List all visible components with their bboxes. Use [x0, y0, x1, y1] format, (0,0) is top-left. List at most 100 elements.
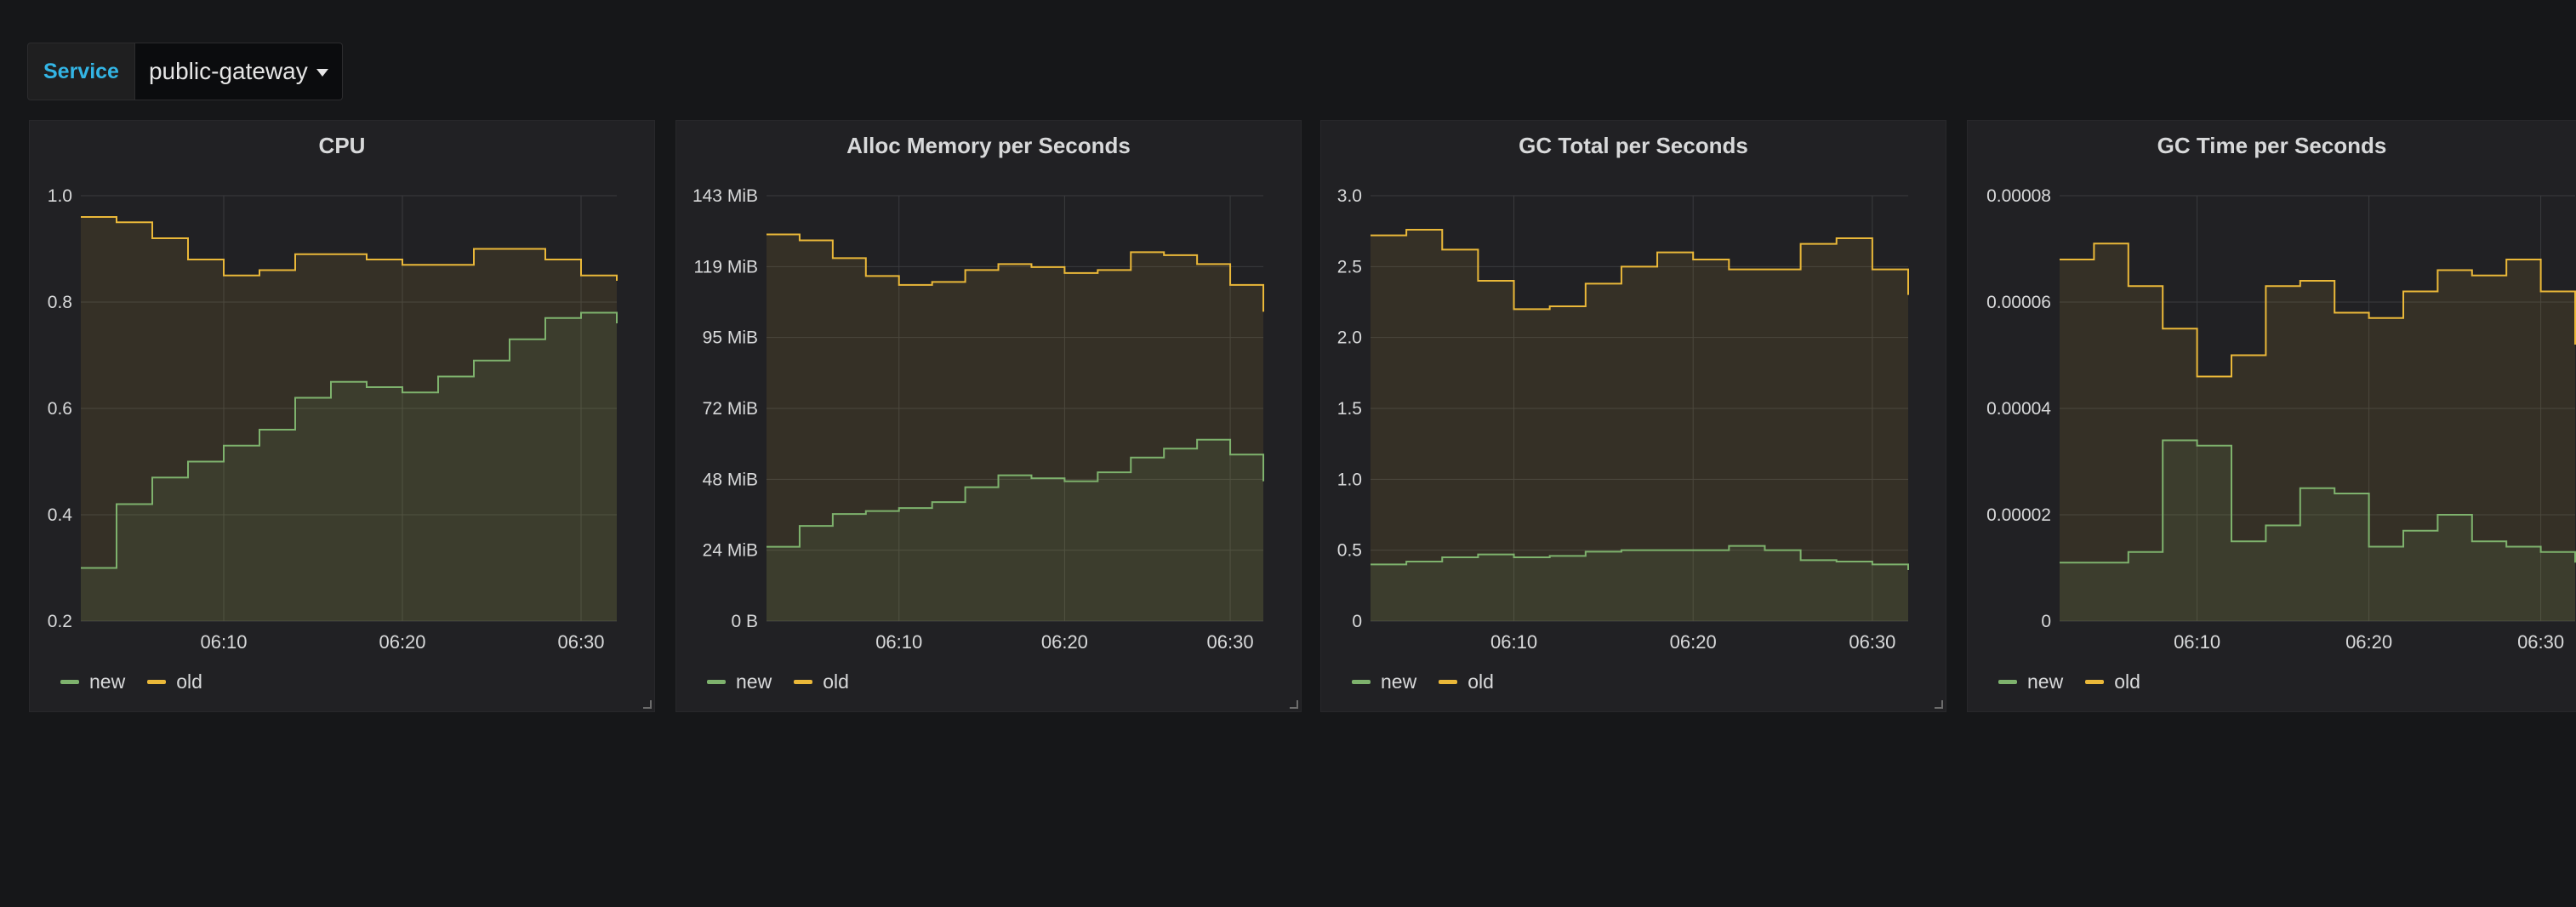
series-old-area [1371, 230, 1908, 621]
service-select-value: public-gateway [148, 58, 308, 84]
x-tick-label: 06:20 [2345, 631, 2392, 653]
legend-label-old: old [2114, 670, 2140, 693]
alloc-memory-chart: 0 B 24 MiB 48 MiB 72 MiB 95 MiB 119 MiB 143 Mi… [692, 186, 1264, 653]
series-new-area [81, 312, 617, 621]
x-tick-label: 06:10 [200, 631, 247, 653]
x-tick-label: 06:30 [2517, 631, 2564, 653]
legend-item-old[interactable]: old [147, 670, 202, 693]
series-old-area [2060, 243, 2575, 621]
legend-swatch-old [147, 680, 167, 684]
series-old-area [81, 217, 617, 621]
series-new-area [2060, 440, 2575, 621]
y-tick-label: 0 [2041, 612, 2051, 631]
legend-swatch-old [1439, 680, 1458, 684]
y-tick-label: 0 B [731, 612, 758, 631]
y-tick-label: 0 [1352, 612, 1362, 631]
y-tick-label: 72 MiB [703, 399, 758, 419]
y-tick-label: 1.0 [48, 186, 72, 206]
x-tick-label: 06:20 [1670, 631, 1717, 653]
service-variable-label: Service [27, 43, 135, 100]
y-tick-label: 24 MiB [703, 541, 758, 561]
resize-handle-icon[interactable] [1935, 700, 1943, 709]
y-tick-label: 0.6 [48, 399, 72, 419]
series-old-line [81, 216, 618, 281]
x-tick-label: 06:30 [1207, 631, 1254, 653]
y-tick-label: 0.4 [48, 505, 73, 525]
gc-time-chart: 0 0.00002 0.00004 0.00006 0.00008 06:10 06:20 0… [1986, 186, 2576, 653]
legend-swatch-new [1998, 680, 2017, 684]
legend-label-old: old [176, 670, 202, 693]
legend-label-new: new [1381, 670, 1417, 693]
caret-down-icon [316, 68, 328, 77]
y-tick-label: 48 MiB [703, 470, 758, 489]
legend-swatch-old [794, 680, 813, 684]
x-tick-label: 06:20 [1041, 631, 1088, 653]
series-new-line [767, 438, 1264, 548]
legend: new old [60, 670, 202, 693]
y-tick-label: 0.8 [48, 293, 72, 312]
y-tick-label: 2.0 [1337, 328, 1362, 348]
panel-gc-total: GC Total per Seconds 0 0.5 1.0 1.5 2.0 2.5 3.0… [1320, 120, 1946, 712]
series-old-area [767, 234, 1263, 621]
legend-swatch-new [1352, 680, 1371, 684]
x-tick-label: 06:30 [557, 631, 604, 653]
legend: new old [1998, 670, 2140, 693]
legend-label-old: old [823, 670, 849, 693]
x-tick-label: 06:10 [875, 631, 922, 653]
y-tick-label: 0.00008 [1986, 186, 2051, 206]
y-tick-label: 0.5 [1337, 541, 1362, 561]
panel-gc-time: GC Time per Seconds 0 0.00002 0.00004 0.000… [1967, 120, 2576, 712]
legend-item-new[interactable]: new [707, 670, 772, 693]
resize-handle-icon[interactable] [1290, 700, 1298, 709]
legend-item-old[interactable]: old [2085, 670, 2140, 693]
series-new-line [81, 311, 618, 569]
legend-swatch-new [707, 680, 726, 684]
legend-item-old[interactable]: old [794, 670, 849, 693]
legend-item-new[interactable]: new [60, 670, 125, 693]
series-old-line [2060, 242, 2576, 378]
y-tick-label: 1.5 [1337, 399, 1362, 419]
x-tick-label: 06:20 [379, 631, 425, 653]
series-new-area [1371, 545, 1908, 621]
legend-item-new[interactable]: new [1998, 670, 2063, 693]
resize-handle-icon[interactable] [643, 700, 652, 709]
panel-title[interactable]: GC Time per Seconds [2157, 133, 2387, 158]
legend-label-old: old [1468, 670, 1494, 693]
x-tick-label: 06:30 [1849, 631, 1895, 653]
series-new-line [2060, 439, 2576, 564]
y-tick-label: 3.0 [1337, 186, 1362, 206]
gc-total-chart: 0 0.5 1.0 1.5 2.0 2.5 3.0 06:10 06:20 06:30 [1337, 186, 1909, 653]
service-select[interactable]: public-gateway [134, 43, 343, 100]
legend-item-new[interactable]: new [1352, 670, 1416, 693]
panel-cpu: CPU 0.2 0.4 0.6 0.8 1.0 06:10 06:20 06:30 new o… [29, 120, 655, 712]
legend-swatch-new [60, 680, 79, 684]
y-tick-label: 143 MiB [692, 186, 758, 206]
legend-label-new: new [736, 670, 772, 693]
series-old-line [767, 233, 1264, 312]
legend-label-new: new [89, 670, 126, 693]
legend: new old [707, 670, 849, 693]
y-tick-label: 119 MiB [694, 257, 758, 277]
y-tick-label: 0.00006 [1986, 293, 2051, 312]
legend-label-new: new [2027, 670, 2064, 693]
y-tick-label: 2.5 [1337, 257, 1362, 277]
series-new-area [767, 439, 1263, 621]
variable-bar: Service public-gateway [27, 43, 343, 100]
y-tick-label: 0.2 [48, 612, 72, 631]
y-tick-label: 95 MiB [703, 328, 758, 348]
y-tick-label: 0.00004 [1986, 399, 2051, 419]
panel-title[interactable]: Alloc Memory per Seconds [846, 133, 1131, 158]
legend-item-old[interactable]: old [1439, 670, 1494, 693]
panel-title[interactable]: GC Total per Seconds [1519, 133, 1748, 158]
x-tick-label: 06:10 [1490, 631, 1537, 653]
grid [767, 195, 1263, 622]
legend: new old [1352, 670, 1494, 693]
y-tick-label: 0.00002 [1986, 505, 2051, 525]
x-tick-label: 06:10 [2174, 631, 2220, 653]
panel-title[interactable]: CPU [318, 133, 366, 158]
cpu-chart: 0.2 0.4 0.6 0.8 1.0 06:10 06:20 06:30 [48, 186, 618, 653]
panel-alloc-memory: Alloc Memory per Seconds 0 B 24 MiB 48 MiB… [675, 120, 1302, 712]
y-tick-label: 1.0 [1337, 470, 1362, 489]
legend-swatch-old [2085, 680, 2105, 684]
series-old-line [1371, 229, 1909, 311]
